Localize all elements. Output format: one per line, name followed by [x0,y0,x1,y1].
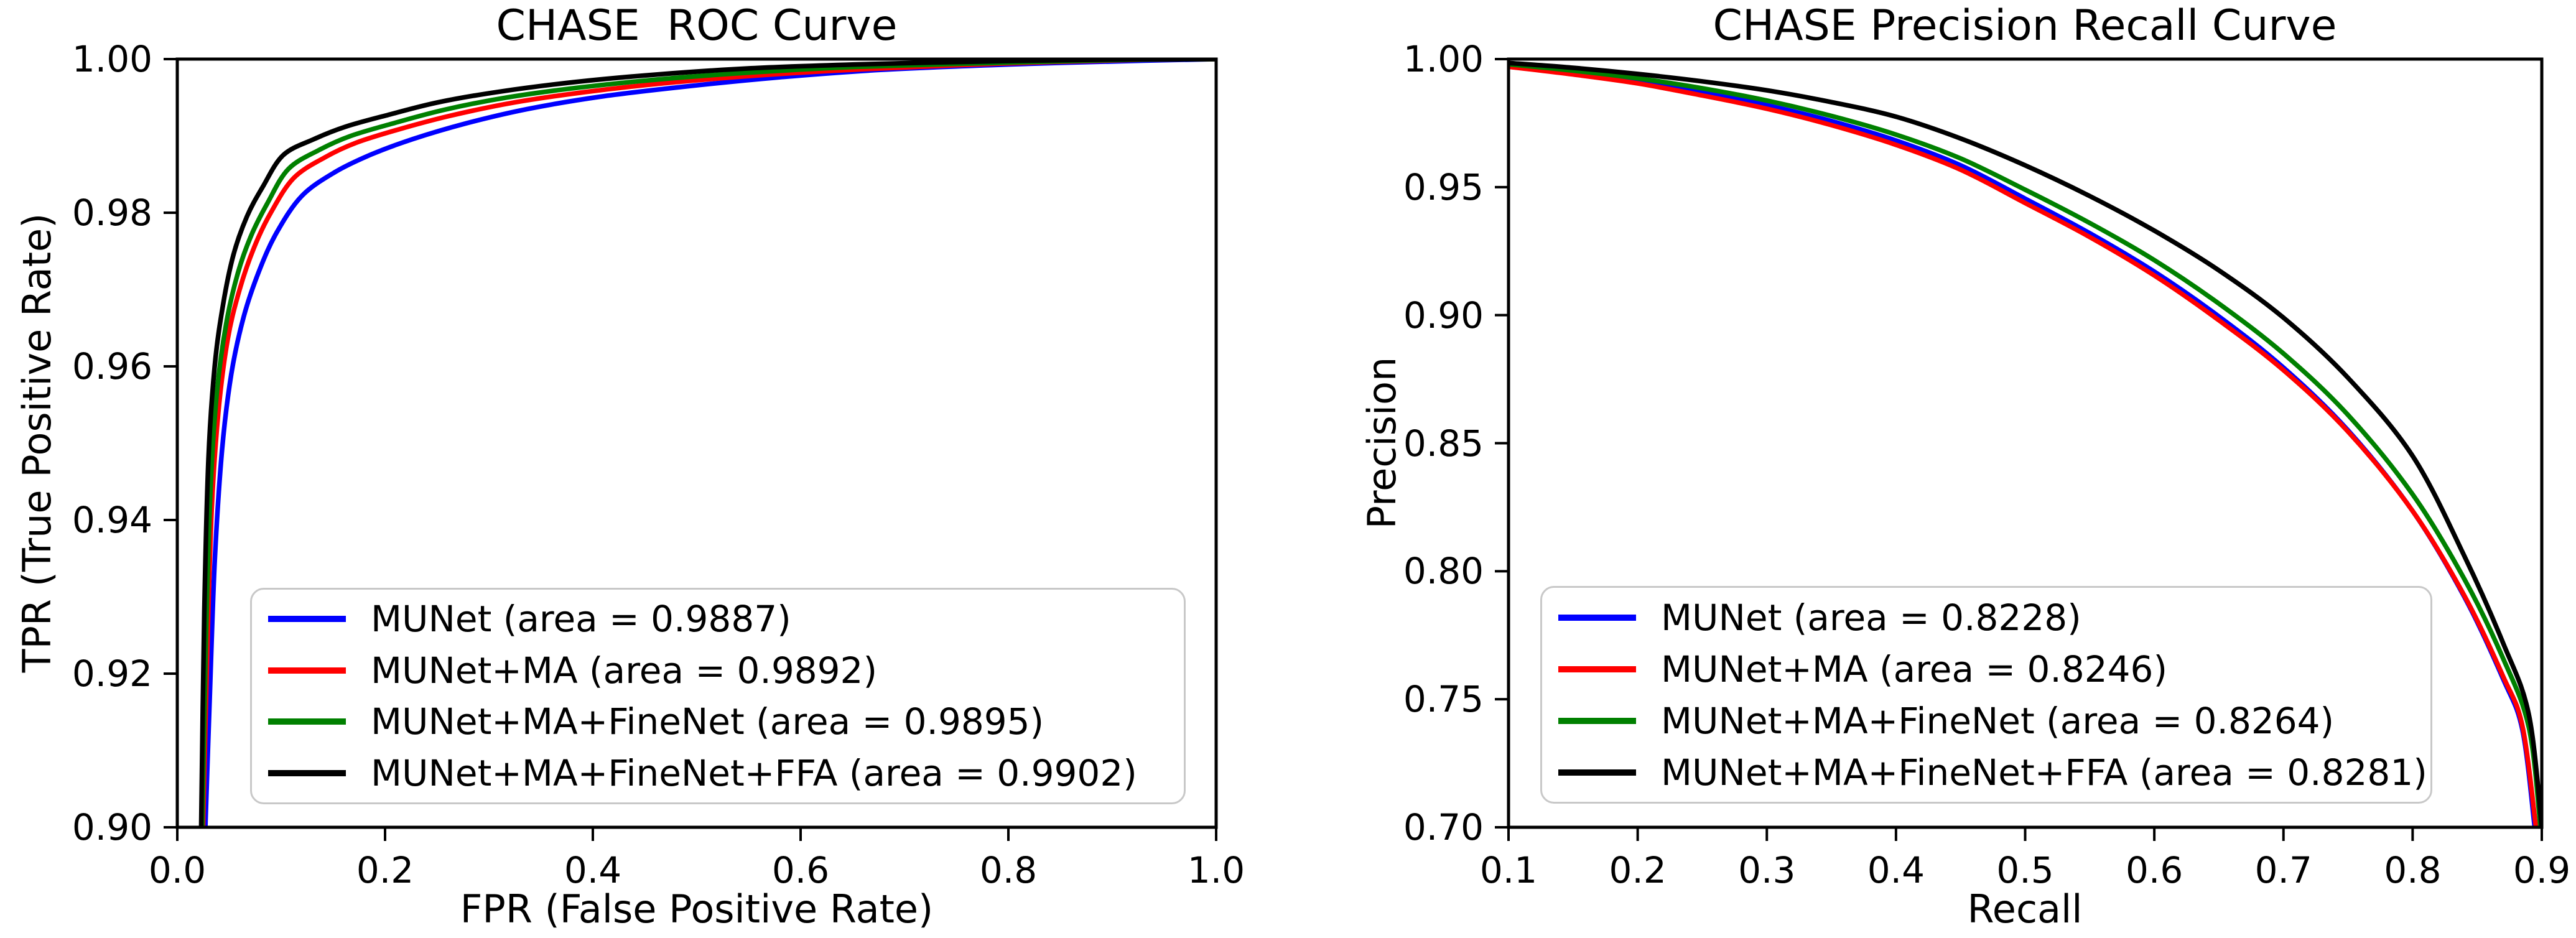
x-tick-label: 0.7 [2254,849,2312,891]
legend-item: MUNet (area = 0.9887) [258,593,1178,645]
x-tick-label: 0.4 [564,849,622,891]
y-tick-label: 0.70 [1403,806,1484,848]
roc-legend: MUNet (area = 0.9887) MUNet+MA (area = 0.… [250,588,1186,804]
legend-label: MUNet+MA+FineNet+FFA (area = 0.9902) [371,751,1137,794]
x-tick-label: 0.9 [2513,849,2571,891]
pr-curve-munet-ma-finenet [1509,62,2542,827]
x-tick-label: 0.5 [1996,849,2054,891]
legend-line-swatch [1558,614,1636,621]
legend-line-swatch [1558,717,1636,724]
legend-label: MUNet+MA (area = 0.9892) [371,649,878,692]
y-tick-label: 0.94 [72,499,152,541]
legend-label: MUNet+MA+FineNet (area = 0.8264) [1661,699,2335,742]
x-tick-label: 0.1 [1479,849,1538,891]
pr-axes [1495,57,2544,841]
legend-line-swatch [268,616,346,623]
legend-line-swatch [268,718,346,725]
legend-item: MUNet+MA+FineNet (area = 0.9895) [258,696,1178,748]
roc-title: CHASE ROC Curve [496,1,898,50]
legend-line-swatch [1558,666,1636,672]
pr-curve-munet-ma-finenet-ffa [1509,60,2542,827]
legend-item: MUNet+MA (area = 0.9892) [258,645,1178,697]
legend-line-swatch [268,667,346,674]
legend-item: MUNet (area = 0.8228) [1548,592,2424,643]
y-tick-label: 0.92 [72,652,152,695]
legend-label: MUNet (area = 0.9887) [371,598,791,641]
x-tick-label: 0.6 [2126,849,2183,891]
y-tick-label: 1.00 [1403,38,1484,80]
y-tick-label: 0.80 [1403,550,1484,593]
x-tick-label: 0.8 [979,849,1038,891]
x-tick-label: 0.2 [356,849,414,891]
pr-curves [1509,60,2542,827]
legend-label: MUNet (area = 0.8228) [1661,596,2081,639]
pr-xlabel: Recall [1967,886,2083,932]
pr-title: CHASE Precision Recall Curve [1713,1,2337,50]
legend-label: MUNet+MA+FineNet+FFA (area = 0.8281) [1661,751,2427,794]
legend-item: MUNet+MA+FineNet+FFA (area = 0.8281) [1548,746,2427,798]
legend-item: MUNet+MA (area = 0.8246) [1548,643,2424,695]
y-tick-label: 1.00 [72,38,152,80]
x-tick-label: 0.2 [1609,849,1667,891]
legend-line-swatch [1558,769,1636,776]
roc-xlabel: FPR (False Positive Rate) [460,886,934,932]
roc-ylabel: TPR (True Positive Rate) [14,213,60,673]
x-tick-label: 0.3 [1738,849,1796,891]
roc-curves [198,59,1216,827]
y-tick-label: 0.95 [1403,165,1484,208]
y-tick-label: 0.85 [1403,422,1484,465]
legend-line-swatch [268,769,346,776]
y-tick-label: 0.96 [72,345,152,388]
pr-curve-munet-ma [1509,64,2539,827]
pr-legend: MUNet (area = 0.8228) MUNet+MA (area = 0.… [1540,586,2432,804]
y-tick-label: 0.90 [1403,294,1484,337]
y-tick-label: 0.75 [1403,678,1484,721]
x-tick-label: 0.4 [1867,849,1925,891]
y-tick-label: 0.98 [72,192,152,234]
legend-item: MUNet+MA+FineNet+FFA (area = 0.9902) [258,748,1178,799]
x-tick-label: 0.6 [771,849,830,891]
x-tick-label: 0.0 [148,849,207,891]
roc-curve-munet-ma-finenet-ffa [198,59,1216,827]
roc-axes [164,57,1218,841]
y-tick-label: 0.90 [72,806,152,848]
legend-item: MUNet+MA+FineNet (area = 0.8264) [1548,695,2424,746]
legend-label: MUNet+MA (area = 0.8246) [1661,648,2168,690]
x-tick-label: 0.8 [2384,849,2442,891]
x-tick-label: 1.0 [1187,849,1245,891]
legend-label: MUNet+MA+FineNet (area = 0.9895) [371,700,1044,743]
